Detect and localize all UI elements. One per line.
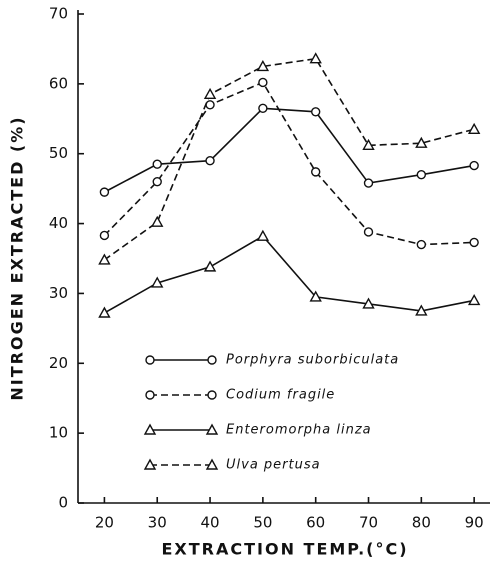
point (152, 176, 162, 187)
x-tick-label: 30 (148, 514, 167, 532)
point (205, 155, 215, 166)
point (203, 260, 217, 272)
point (256, 229, 270, 241)
point (258, 103, 268, 114)
y-tick-label: 70 (49, 5, 68, 23)
x-tick-label: 80 (412, 514, 431, 532)
point (362, 297, 375, 309)
legend-marker (145, 390, 155, 400)
point (310, 167, 321, 177)
y-tick-label: 40 (49, 214, 68, 232)
y-tick-label: 50 (49, 144, 68, 162)
point (416, 239, 427, 250)
x-tick-label: 50 (253, 514, 272, 532)
point (205, 100, 215, 110)
point (98, 306, 111, 318)
legend-marker (145, 355, 155, 365)
point (310, 107, 321, 117)
point (258, 77, 268, 88)
point (151, 276, 164, 288)
y-tick-label: 0 (58, 494, 68, 512)
point (363, 178, 374, 188)
x-tick-label: 90 (465, 514, 484, 532)
series-line (103, 57, 475, 261)
point (469, 237, 479, 248)
point (469, 160, 479, 171)
legend-marker (143, 423, 157, 435)
y-tick-label: 30 (49, 284, 68, 302)
point (98, 253, 111, 265)
point (151, 215, 164, 227)
point (152, 159, 162, 169)
y-axis-label: NITROGEN EXTRACTED (%) (8, 115, 27, 400)
y-tick-label: 20 (49, 354, 68, 372)
legend-marker (205, 458, 219, 470)
legend-label: Codium fragile (226, 388, 335, 403)
legend-label: Porphyra suborbiculata (226, 353, 399, 368)
legend-marker (205, 423, 219, 435)
x-axis-label: EXTRACTION TEMP.(°C) (161, 540, 408, 559)
point (99, 230, 110, 241)
series-line (103, 81, 475, 246)
point (416, 169, 427, 180)
series-line (104, 235, 475, 314)
x-tick-label: 40 (201, 514, 220, 532)
y-tick-label: 60 (49, 74, 68, 92)
point (363, 227, 374, 237)
point (256, 59, 270, 72)
point (309, 290, 322, 302)
point (415, 136, 428, 148)
point (467, 122, 481, 134)
point (99, 187, 110, 197)
y-tick-label: 10 (49, 424, 68, 442)
legend-label: Ulva pertusa (226, 458, 321, 473)
legend-marker (207, 355, 217, 365)
legend-marker (207, 390, 217, 400)
series-line (104, 107, 475, 193)
point (415, 304, 428, 316)
legend-marker (143, 458, 157, 470)
point (467, 293, 481, 306)
point (362, 138, 375, 151)
legend-label: Enteromorpha linza (226, 423, 372, 438)
x-tick-label: 60 (306, 514, 325, 532)
x-tick-label: 70 (359, 514, 378, 532)
x-tick-label: 20 (95, 514, 114, 532)
point (203, 87, 217, 100)
point (309, 52, 322, 64)
